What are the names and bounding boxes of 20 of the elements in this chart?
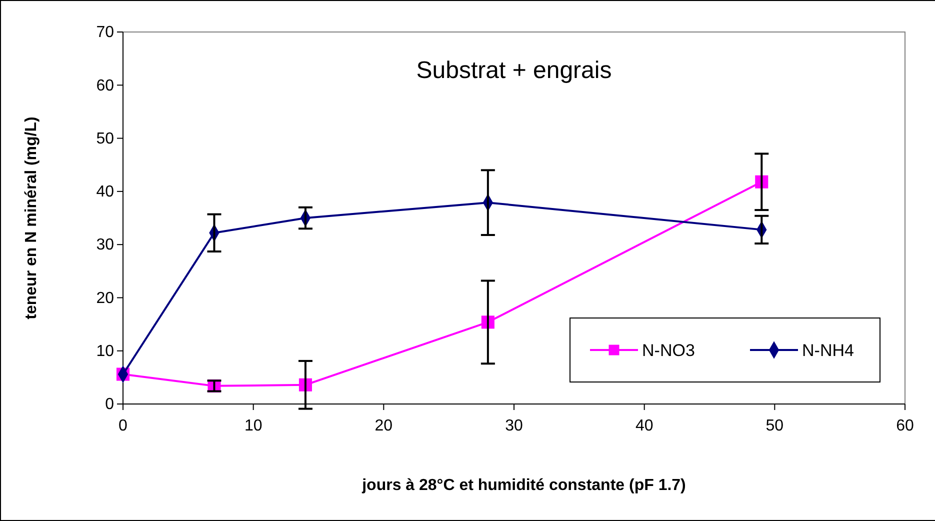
- y-axis-title: teneur en N minéral (mg/L): [23, 116, 40, 320]
- y-tick-label: 60: [96, 77, 114, 94]
- y-tick-label: 0: [105, 396, 114, 414]
- legend-label: N-NO3: [642, 341, 695, 360]
- x-tick-label: 10: [244, 418, 262, 435]
- x-tick-label: 50: [766, 418, 784, 435]
- x-tick-label: 0: [118, 418, 128, 435]
- y-tick-label: 50: [96, 130, 114, 148]
- y-tick-label: 20: [96, 290, 114, 307]
- y-tick-label: 40: [96, 184, 114, 201]
- y-tick-label: 10: [96, 342, 114, 360]
- legend-label: N-NH4: [802, 341, 854, 360]
- y-tick-label: 70: [96, 24, 114, 42]
- x-tick-label: 30: [505, 418, 523, 435]
- text: Substrat + engrais: [416, 57, 612, 84]
- x-tick-label: 60: [896, 418, 914, 435]
- x-tick-label: 20: [374, 418, 393, 435]
- x-axis-title: jours à 28°C et humidité constante (pF 1.7): [361, 477, 686, 494]
- y-tick-label: 30: [96, 236, 114, 254]
- x-tick-label: 40: [635, 418, 654, 435]
